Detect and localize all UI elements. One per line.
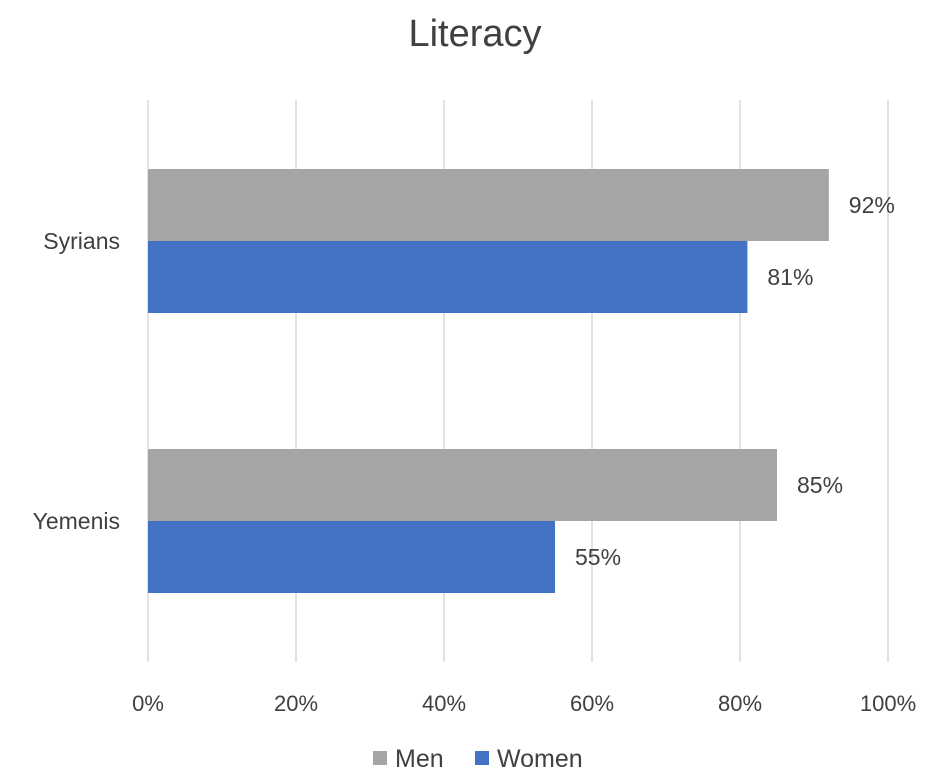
x-tick-label: 0% (132, 691, 164, 716)
category-label: Syrians (43, 228, 120, 254)
data-label: 85% (797, 472, 843, 498)
legend-swatch-men (373, 751, 387, 765)
category-label: Yemenis (33, 508, 120, 534)
x-tick-label: 60% (570, 691, 614, 716)
legend-label-men: Men (395, 745, 444, 773)
bar-women-yemenis (148, 521, 555, 593)
data-label: 81% (767, 264, 813, 290)
data-label: 92% (849, 192, 895, 218)
data-labels: 92% 81% 85% 55% (575, 192, 895, 570)
bar-men-syrians (148, 169, 829, 241)
x-tick-label: 80% (718, 691, 762, 716)
x-tick-label: 40% (422, 691, 466, 716)
chart-title: Literacy (408, 13, 541, 55)
x-tick-label: 20% (274, 691, 318, 716)
axis-labels: 0% 20% 40% 60% 80% 100% Syrians Yemenis (33, 228, 917, 716)
data-label: 55% (575, 544, 621, 570)
legend-label-women: Women (497, 745, 583, 773)
legend-swatch-women (475, 751, 489, 765)
legend: Men Women (373, 745, 583, 773)
x-tick-label: 100% (860, 691, 916, 716)
bar-men-yemenis (148, 449, 777, 521)
bar-women-syrians (148, 241, 748, 313)
bars (148, 169, 829, 593)
